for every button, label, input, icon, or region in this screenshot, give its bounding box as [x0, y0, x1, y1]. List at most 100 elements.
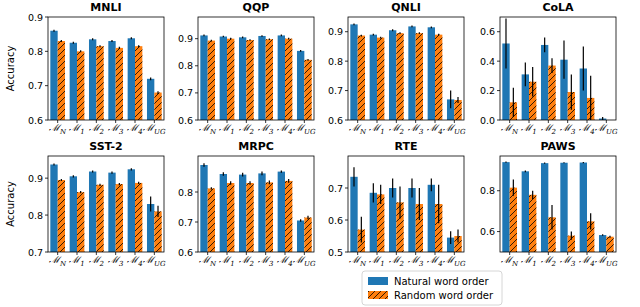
error-bar: [513, 88, 514, 117]
bar-hatch: [266, 182, 273, 252]
y-tick-label: 0.9: [328, 26, 343, 37]
x-tick-label: ℳ4: [427, 254, 442, 268]
label-sub: 4: [589, 260, 594, 268]
label-sub: 3: [119, 128, 124, 136]
x-tick-label: ℳ1: [521, 254, 536, 268]
error-bar: [419, 188, 420, 220]
bar: [541, 163, 548, 252]
error-bar: [157, 91, 158, 94]
label-sub: UG: [454, 128, 466, 136]
error-bar: [300, 50, 301, 52]
bar: [135, 183, 142, 252]
bar-hatch: [304, 60, 311, 120]
bar: [128, 38, 135, 120]
frame: [348, 17, 464, 120]
y-tick: [345, 252, 348, 253]
x-tick-label: ℳN: [49, 254, 67, 268]
label-sub: UG: [304, 128, 316, 136]
bar: [370, 35, 377, 120]
bar: [297, 51, 304, 120]
error-bar: [242, 37, 243, 39]
y-tick: [45, 252, 48, 253]
label-sub: UG: [606, 128, 618, 136]
bar: [220, 37, 227, 120]
title: CoLA: [542, 1, 574, 14]
error-bar: [419, 32, 420, 34]
bar: [108, 41, 115, 120]
error-bar: [157, 206, 158, 217]
error-bar: [223, 172, 224, 176]
y-tick: [497, 31, 500, 32]
label-sub: 4: [287, 260, 292, 268]
bar: [428, 185, 435, 252]
y-tick: [195, 120, 198, 121]
error-bar: [411, 178, 412, 197]
y-tick-label: 0.6: [480, 26, 495, 37]
label-sub: 2: [399, 128, 405, 136]
y-tick: [345, 188, 348, 189]
marks: [200, 35, 311, 120]
legend-swatch: [368, 291, 388, 299]
error-bar: [373, 34, 374, 36]
error-bar: [551, 58, 552, 73]
panel: QQP0.60.70.80.9ℳNℳ1ℳ2ℳ3ℳ4ℳUG: [178, 1, 316, 136]
bar: [258, 173, 265, 252]
label-sub: 1: [80, 260, 84, 268]
x-tick-label: ℳ1: [219, 122, 234, 136]
bar-hatch: [154, 211, 161, 252]
x-tick-label: ℳ4: [277, 254, 292, 268]
bar-hatch: [285, 181, 292, 252]
x-tick-label: ℳ2: [541, 122, 557, 136]
error-bar: [590, 76, 591, 120]
error-bar: [223, 36, 224, 38]
y-tick-label: 0.7: [178, 87, 193, 98]
label-sub: 4: [137, 128, 142, 136]
frame: [198, 17, 314, 120]
error-bar: [131, 37, 132, 39]
bar-hatch: [358, 36, 365, 120]
bar: [396, 33, 403, 120]
bar-hatch: [304, 218, 311, 253]
x-tick-label: ℳ1: [369, 122, 384, 136]
panel: SST-2Accuracy0.70.80.9ℳNℳ1ℳ2ℳ3ℳ4ℳUG: [5, 140, 166, 268]
title: SST-2: [89, 140, 122, 153]
label-sub: 1: [380, 260, 384, 268]
error-bar: [203, 163, 204, 167]
error-bar: [80, 50, 81, 52]
x-tick-label: ℳ2: [89, 122, 105, 136]
error-bar: [92, 38, 93, 40]
panel: PAWS0.60.8ℳNℳ1ℳ2ℳ3ℳ4ℳUG: [480, 140, 618, 268]
panel: MNLIAccuracy0.60.70.80.9ℳNℳ1ℳ2ℳ3ℳ4ℳUG: [5, 1, 166, 136]
y-tick-label: 0.8: [480, 185, 495, 196]
y-tick-label: 0.9: [28, 173, 43, 184]
x-tick-label: ℳ4: [579, 122, 594, 136]
y-tick: [345, 61, 348, 62]
x-tick-label: ℳ2: [541, 254, 557, 268]
bar: [377, 38, 384, 120]
bar: [304, 60, 311, 120]
x-tick-label: ℳ2: [239, 122, 255, 136]
label-sub: 3: [571, 260, 576, 268]
error-bar: [61, 179, 62, 181]
y-tick-label: 0.6: [480, 226, 495, 237]
label-sub: 2: [551, 260, 557, 268]
frame: [500, 17, 616, 120]
x-tick-label: ℳ3: [408, 122, 424, 136]
bar: [200, 165, 207, 252]
label-sub: 2: [249, 128, 255, 136]
label-sub: 1: [230, 128, 234, 136]
bar: [606, 237, 613, 252]
error-bar: [513, 179, 514, 195]
error-bar: [583, 162, 584, 163]
label-sub: 4: [589, 128, 594, 136]
y-tick-label: 0.7: [28, 80, 43, 91]
error-bar: [450, 91, 451, 109]
label-sub: 2: [249, 260, 255, 268]
bar-hatch: [285, 39, 292, 120]
x-tick-label: ℳ2: [389, 254, 405, 268]
bar-hatch: [266, 39, 273, 120]
panel: RTE0.50.60.7ℳNℳ1ℳ2ℳ3ℳ4ℳUG: [328, 140, 466, 268]
bar: [89, 39, 96, 120]
error-bar: [230, 181, 231, 185]
error-bar: [230, 38, 231, 40]
